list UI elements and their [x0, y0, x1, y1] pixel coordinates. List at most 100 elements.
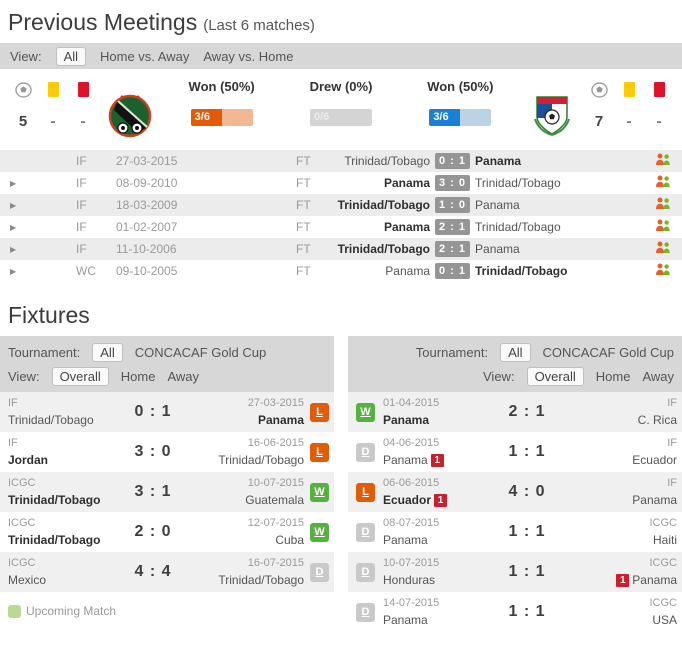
- result-badge: W: [356, 402, 375, 422]
- fixture-row: ICGC Trinidad/Tobago 3 : 1 10-07-2015 Guat…: [0, 472, 334, 512]
- table-row[interactable]: ▶ WC 09-10-2005 FT Panama 0 : 1 Trinidad…: [0, 260, 682, 282]
- tournament-label: Tournament:: [8, 344, 81, 360]
- red-card-count-badge: 1: [430, 454, 444, 467]
- view-option-away-vs-home[interactable]: Away vs. Home: [203, 48, 294, 64]
- home-team: Mexico: [8, 573, 47, 587]
- view-label: View:: [8, 368, 40, 384]
- competition-code: WC: [76, 264, 96, 278]
- home-team: Ecuador 1: [383, 493, 450, 507]
- view-label: View:: [10, 48, 42, 64]
- home-team: Trinidad/Tobago: [344, 154, 430, 168]
- fixture-date: 27-03-2015: [247, 397, 304, 409]
- match-date: 01-02-2007: [116, 220, 178, 234]
- fixture-score: 1 : 1: [508, 603, 546, 620]
- match-status: FT: [296, 220, 311, 234]
- result-badge: D: [356, 602, 375, 622]
- tournament-option-gold-cup[interactable]: CONCACAF Gold Cup: [134, 344, 267, 360]
- view-option-home[interactable]: Home: [595, 368, 631, 384]
- team-logo-panama: [528, 91, 576, 144]
- head-to-head-icon[interactable]: [644, 219, 682, 235]
- won-away-label: Won (50%): [427, 79, 494, 94]
- away-team: C. Rica: [637, 413, 677, 427]
- previous-meetings-view-bar: View: All Home vs. Away Away vs. Home: [0, 43, 682, 69]
- table-row[interactable]: IF 27-03-2015 FT Trinidad/Tobago 0 : 1 P…: [0, 150, 682, 172]
- result-badge: D: [356, 442, 375, 462]
- away-team: Panama: [257, 413, 304, 427]
- view-label: View:: [483, 368, 515, 384]
- head-to-head-icon[interactable]: [644, 153, 682, 169]
- head-to-head-icon[interactable]: [644, 241, 682, 257]
- fixture-row: ICGC Mexico 4 : 4 16-07-2015 Trinidad/Toba…: [0, 552, 334, 592]
- competition-code: ICGC: [8, 477, 36, 489]
- fixtures-columns: Tournament: All CONCACAF Gold Cup View: …: [0, 336, 682, 632]
- table-row[interactable]: ▶ IF 18-03-2009 FT Trinidad/Tobago 1 : 0…: [0, 194, 682, 216]
- tournament-option-all[interactable]: All: [92, 342, 123, 362]
- table-row[interactable]: ▶ IF 08-09-2010 FT Panama 3 : 0 Trinidad…: [0, 172, 682, 194]
- fixtures-right-toolbar: Tournament: All CONCACAF Gold Cup View: …: [348, 336, 682, 392]
- fixture-date: 12-07-2015: [247, 517, 304, 529]
- expand-arrow-icon[interactable]: ▶: [10, 266, 17, 276]
- head-to-head-icon[interactable]: [644, 263, 682, 279]
- home-team: Panama: [383, 533, 428, 547]
- expand-arrow-icon[interactable]: ▶: [10, 244, 17, 254]
- head-to-head-stats: 5 - - Won (50%) 3/6 Drew (0%) 0/6: [0, 69, 682, 150]
- fixture-row: IF Jordan 3 : 0 16-06-2015 Trinidad/Tobago…: [0, 432, 334, 472]
- home-team: Trinidad/Tobago: [8, 533, 101, 547]
- home-team: Trinidad/Tobago: [8, 413, 94, 427]
- result-badge: L: [356, 482, 375, 502]
- head-to-head-icon[interactable]: [644, 175, 682, 191]
- home-team: Trinidad/Tobago: [337, 242, 430, 256]
- fixture-score: 3 : 0: [134, 443, 172, 460]
- view-option-overall[interactable]: Overall: [526, 366, 584, 386]
- yellow-card-icon: [47, 82, 59, 97]
- away-team: Cuba: [275, 533, 304, 547]
- away-team: Panama: [475, 242, 520, 256]
- competition-code: IF: [76, 154, 87, 168]
- away-red-total: -: [656, 113, 662, 130]
- page-title: Previous Meetings: [8, 9, 198, 35]
- fixtures-title: Fixtures: [0, 282, 682, 336]
- expand-arrow-icon[interactable]: ▶: [10, 200, 17, 210]
- home-team: Panama: [383, 413, 430, 427]
- table-row[interactable]: ▶ IF 01-02-2007 FT Panama 2 : 1 Trinidad…: [0, 216, 682, 238]
- view-option-away[interactable]: Away: [167, 368, 199, 384]
- won-away-bar: 3/6: [429, 109, 492, 126]
- match-date: 11-10-2006: [116, 242, 177, 256]
- tournament-option-all[interactable]: All: [500, 342, 531, 362]
- tournament-option-gold-cup[interactable]: CONCACAF Gold Cup: [542, 344, 674, 360]
- view-option-home[interactable]: Home: [120, 368, 156, 384]
- result-badge: L: [310, 442, 329, 462]
- table-row[interactable]: ▶ IF 11-10-2006 FT Trinidad/Tobago 2 : 1…: [0, 238, 682, 260]
- away-team: Guatemala: [245, 493, 304, 507]
- fixture-score: 4 : 4: [134, 563, 172, 580]
- previous-meetings-title: Previous Meetings (Last 6 matches): [0, 0, 682, 43]
- match-result: Panama 0 : 1 Trinidad/Tobago: [330, 263, 644, 279]
- view-option-home-vs-away[interactable]: Home vs. Away: [100, 48, 190, 64]
- view-option-all[interactable]: All: [55, 46, 87, 66]
- soccer-ball-icon: [590, 82, 608, 103]
- result-badge: W: [310, 522, 329, 542]
- fixture-score: 1 : 1: [508, 563, 546, 580]
- fixture-score: 2 : 0: [134, 523, 172, 540]
- view-option-away[interactable]: Away: [642, 368, 674, 384]
- expand-arrow-icon[interactable]: ▶: [10, 178, 17, 188]
- won-away-value: 3/6: [433, 111, 449, 123]
- fixture-row: ICGC Trinidad/Tobago 2 : 0 12-07-2015 Cuba…: [0, 512, 334, 552]
- result-badge: D: [356, 522, 375, 542]
- head-to-head-icon[interactable]: [644, 197, 682, 213]
- result-badge: L: [310, 402, 329, 422]
- competition-code: ICGC: [649, 597, 678, 609]
- fixture-score: 0 : 1: [134, 403, 172, 420]
- fixture-row: W 01-04-2015 Panama 2 : 1 IF C. Rica: [348, 392, 682, 432]
- fixture-date: 10-07-2015: [383, 557, 440, 569]
- match-date: 27-03-2015: [116, 154, 178, 168]
- previous-meetings-table: IF 27-03-2015 FT Trinidad/Tobago 0 : 1 P…: [0, 150, 682, 282]
- drew-value: 0/6: [313, 111, 330, 123]
- view-option-overall[interactable]: Overall: [51, 366, 109, 386]
- fixture-score: 2 : 1: [508, 403, 546, 420]
- red-card-icon: [653, 82, 665, 97]
- home-red-total: -: [80, 113, 86, 130]
- fixture-score: 1 : 1: [508, 523, 546, 540]
- expand-arrow-icon[interactable]: ▶: [10, 222, 17, 232]
- match-status: FT: [296, 154, 311, 168]
